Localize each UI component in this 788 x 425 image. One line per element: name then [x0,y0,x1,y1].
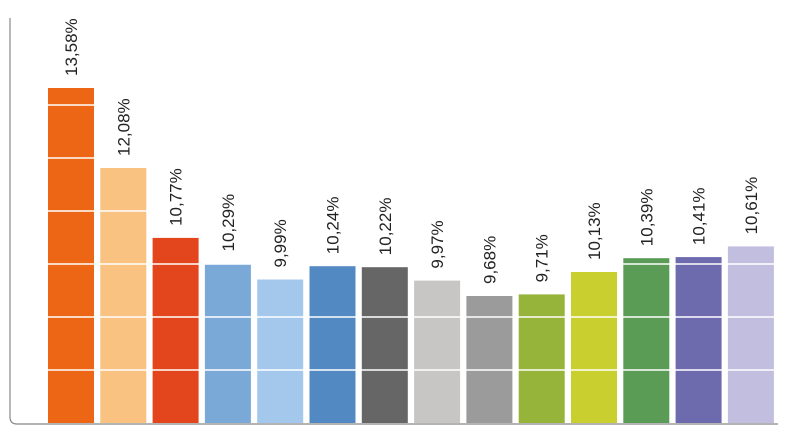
bar-14 [727,246,774,423]
value-label-5: 9,99% [271,219,290,267]
value-labels: 13,58% 12,08% 10,77% 10,29% 9,99% 10,24% 10,22… [62,18,761,284]
value-label-13: 10,41% [690,187,709,245]
bar-10 [518,294,565,423]
value-label-1: 13,58% [62,18,81,76]
bars-group [48,88,774,423]
value-label-3: 10,77% [167,168,186,226]
bar-8 [414,280,461,423]
value-label-8: 9,97% [428,220,447,268]
bar-6 [309,266,356,423]
value-label-6: 10,24% [324,197,343,255]
value-label-4: 10,29% [219,194,238,252]
axis-line [9,18,778,425]
bar-9 [466,296,513,423]
value-label-9: 9,68% [480,236,499,284]
value-label-10: 9,71% [533,234,552,282]
bar-11 [571,272,617,423]
bar-1 [48,88,94,423]
bar-4 [204,263,251,423]
bar-5 [257,279,304,423]
bar-12 [623,258,670,423]
value-label-14: 10,61% [742,177,761,235]
value-label-7: 10,22% [376,198,395,256]
bar-2 [100,168,147,423]
value-label-11: 10,13% [585,202,604,260]
gridlines [42,104,778,371]
bar-13 [675,257,722,423]
bar-7 [361,267,408,423]
value-label-2: 12,08% [114,98,133,156]
bar-3 [152,237,199,423]
value-label-12: 10,39% [637,189,656,247]
